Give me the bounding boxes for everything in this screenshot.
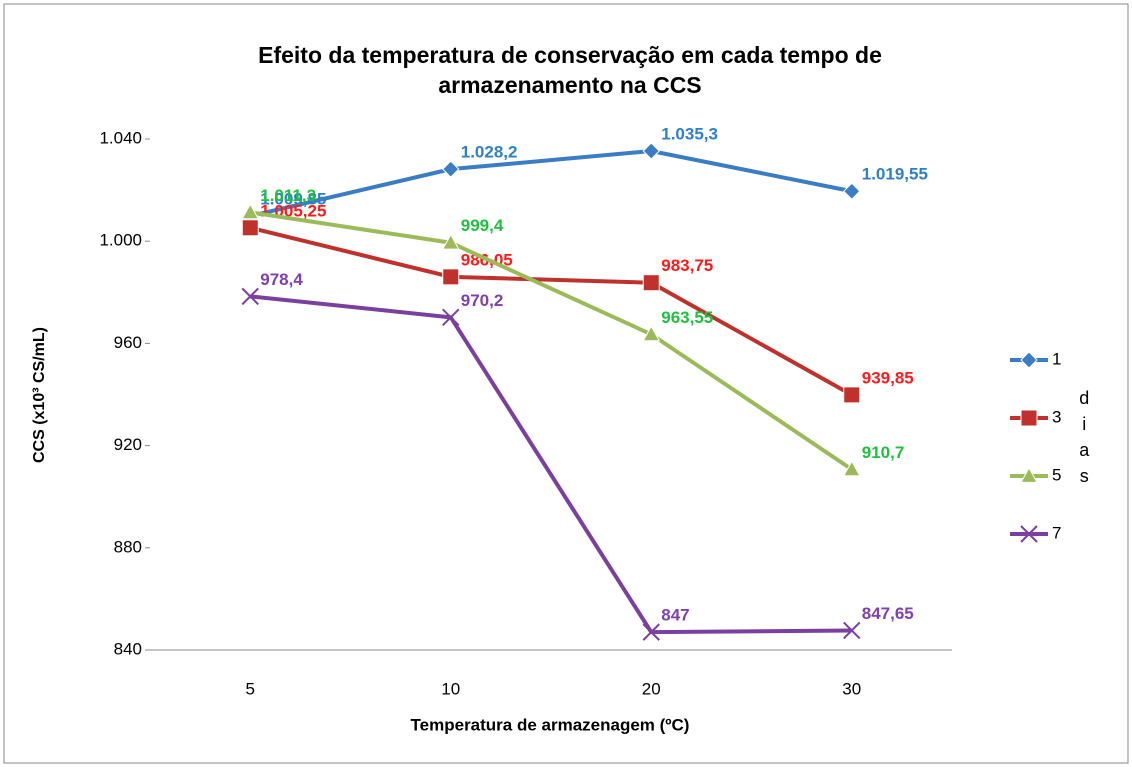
marker: [442, 308, 460, 327]
legend-title: dias: [1074, 388, 1094, 492]
marker: [843, 621, 861, 640]
y-tick-label: 1.000: [99, 231, 142, 250]
legend-label: 5: [1052, 465, 1061, 484]
series-line: [249, 225, 853, 397]
marker: [843, 182, 861, 200]
marker: [642, 623, 660, 641]
value-label: 963,55: [661, 308, 713, 327]
x-tick-label: 5: [246, 679, 255, 698]
value-label: 1.035,3: [661, 124, 718, 143]
x-axis-label: Temperatura de armazenagem (ºC): [411, 715, 690, 734]
value-label: 1.011,3: [260, 186, 316, 205]
series-line: [249, 148, 853, 218]
marker: [843, 386, 861, 404]
marker: [642, 142, 660, 160]
series-line: [249, 210, 853, 472]
value-label: 847: [661, 606, 689, 625]
y-axis-label: CCS (x10³ CS/mL): [31, 327, 48, 463]
value-label: 970,2: [461, 291, 504, 310]
marker: [241, 203, 260, 220]
value-label: 939,85: [862, 368, 914, 387]
y-tick-label: 840: [114, 639, 142, 658]
marker: [842, 460, 861, 477]
marker: [1020, 409, 1038, 427]
marker: [1020, 466, 1038, 483]
marker: [241, 287, 259, 306]
marker: [241, 219, 259, 237]
value-label: 1.028,2: [461, 143, 518, 162]
marker: [642, 325, 661, 342]
marker: [441, 233, 460, 250]
x-tick-label: 10: [441, 679, 460, 698]
marker: [1020, 351, 1038, 369]
marker: [442, 160, 460, 178]
x-tick-label: 30: [842, 679, 861, 698]
marker: [1020, 525, 1038, 543]
series-line: [250, 294, 852, 635]
value-label: 983,75: [661, 256, 713, 275]
chart-title: Efeito da temperatura de conservação em …: [258, 42, 882, 98]
value-label: 978,4: [260, 270, 303, 289]
value-label: 999,4: [461, 216, 504, 235]
chart-border: [3, 3, 1129, 764]
value-label: 1.019,55: [862, 165, 928, 184]
y-tick-label: 960: [114, 333, 142, 352]
x-tick-label: 20: [642, 679, 661, 698]
legend-label: 3: [1052, 407, 1061, 426]
y-tick-label: 880: [114, 537, 142, 556]
value-label: 847,65: [862, 604, 914, 623]
legend-label: 1: [1052, 349, 1061, 368]
marker: [642, 274, 660, 292]
y-tick-label: 920: [114, 435, 142, 454]
legend-label: 7: [1052, 523, 1061, 542]
value-label: 1.009,85: [260, 190, 326, 209]
value-label: 910,7: [862, 443, 905, 462]
y-tick-label: 1.040: [99, 128, 142, 147]
marker: [442, 268, 460, 286]
